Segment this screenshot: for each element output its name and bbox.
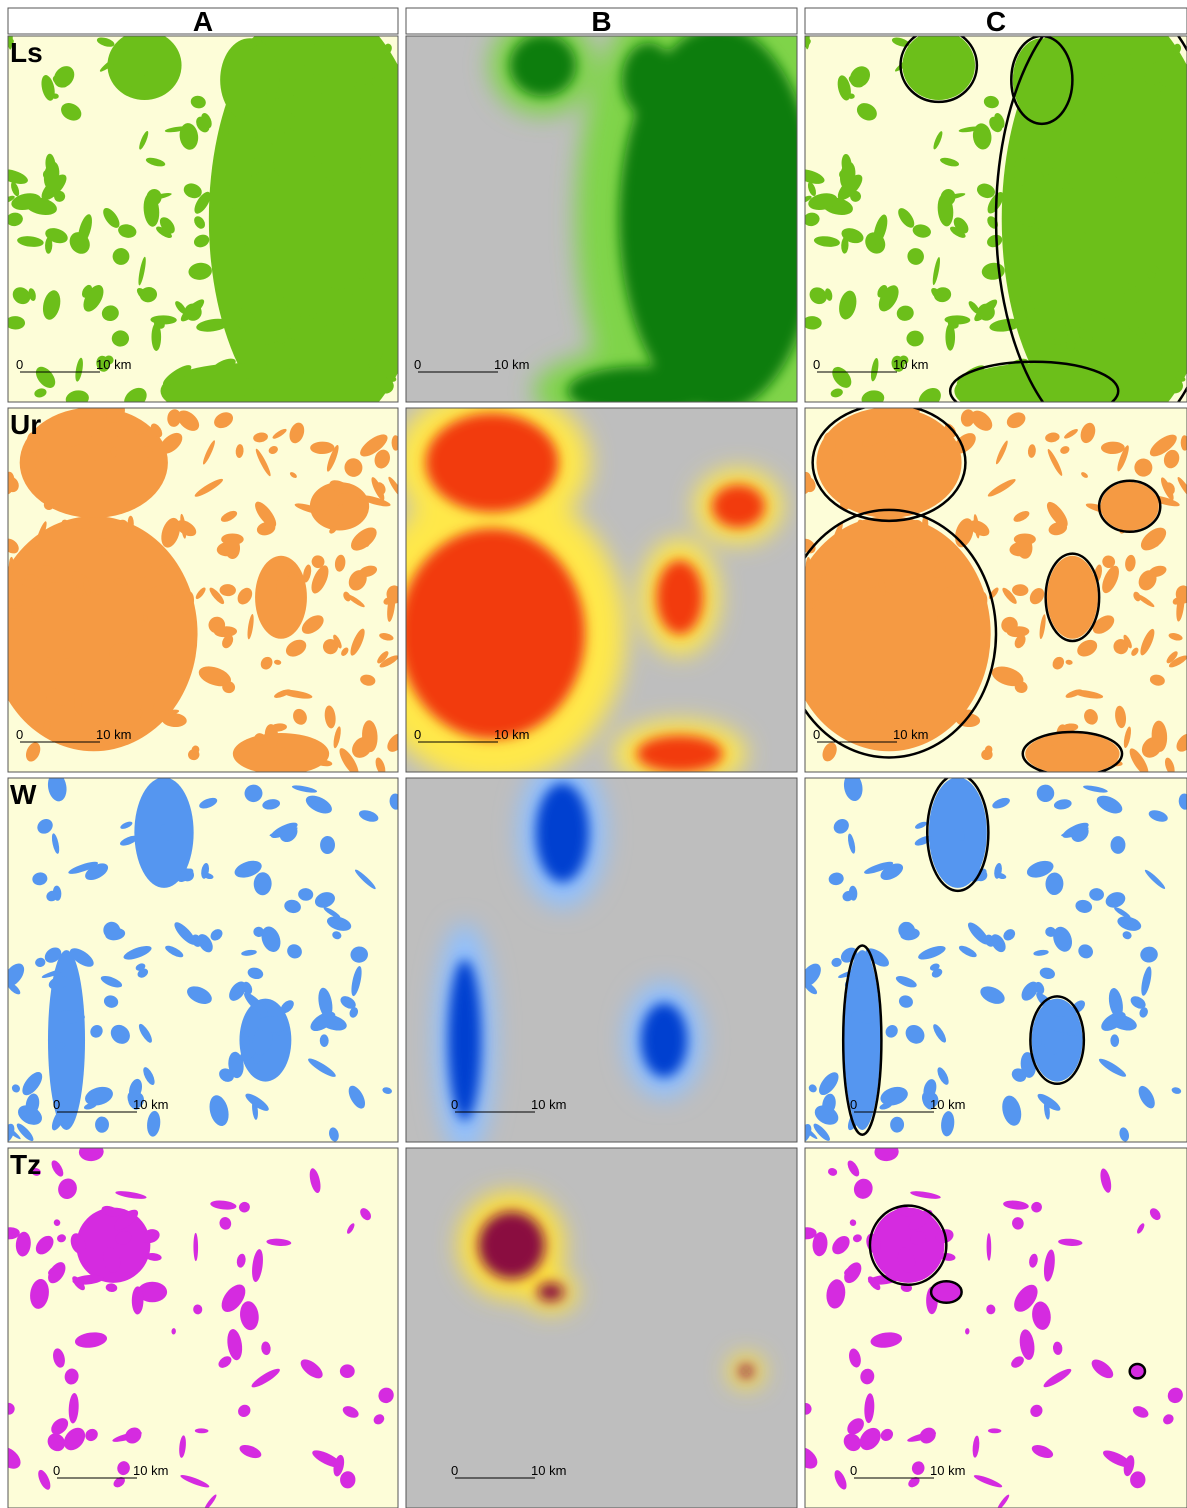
map-panel (0, 771, 403, 1145)
scale-bar-start: 0 (451, 1463, 458, 1478)
column-header: C (986, 6, 1006, 37)
density-core-blob (712, 485, 765, 528)
scale-bar-start: 0 (53, 1097, 60, 1112)
scale-bar-end: 10 km (133, 1097, 168, 1112)
density-core-blob (510, 34, 576, 96)
column-header: B (591, 6, 611, 37)
scale-bar-end: 10 km (930, 1463, 965, 1478)
map-background (805, 1148, 1187, 1508)
density-core-blob (656, 560, 703, 634)
map-panel (792, 771, 1187, 1144)
scale-bar-start: 0 (53, 1463, 60, 1478)
map-panel (0, 3, 431, 434)
map-background (406, 1148, 797, 1508)
map-background (8, 1148, 398, 1508)
land-cover-region (340, 1364, 355, 1378)
map-panel (794, 0, 1187, 446)
scale-bar-end: 10 km (893, 357, 928, 372)
density-core-blob (636, 735, 722, 772)
land-cover-region (220, 38, 279, 121)
scale-bar-start: 0 (850, 1097, 857, 1112)
density-core-blob (740, 1365, 753, 1377)
density-core-blob (478, 1212, 544, 1279)
scale-bar-end: 10 km (531, 1097, 566, 1112)
scale-bar-start: 0 (813, 357, 820, 372)
row-label: W (10, 779, 37, 810)
scale-bar-end: 10 km (494, 357, 529, 372)
map-panel (782, 400, 1187, 778)
scale-bar-start: 0 (414, 727, 421, 742)
scale-bar-end: 10 km (96, 357, 131, 372)
density-core-blob (641, 1003, 688, 1077)
density-core-blob (399, 528, 585, 738)
scale-bar-end: 10 km (494, 727, 529, 742)
land-cover-patch (906, 447, 912, 458)
map-panel (0, 399, 408, 778)
land-cover-patch (151, 323, 161, 351)
scale-bar-start: 0 (16, 727, 23, 742)
column-header: A (193, 6, 213, 37)
density-core-blob (537, 1283, 564, 1301)
scale-bar-start: 0 (850, 1463, 857, 1478)
scale-bar-start: 0 (16, 357, 23, 372)
map-panel (0, 1142, 398, 1508)
density-core-blob (536, 783, 589, 882)
land-cover-patch (945, 323, 955, 351)
scale-bar-end: 10 km (133, 1463, 168, 1478)
land-cover-region (1013, 38, 1071, 121)
density-core-blob (426, 413, 559, 512)
scale-bar-start: 0 (813, 727, 820, 742)
row-label: Tz (10, 1149, 41, 1180)
map-panel (789, 1142, 1187, 1508)
scale-bar-end: 10 km (96, 727, 131, 742)
figure: A B C 0 10 km Ls 0 10 km 0 10 km 0 10 km Ur 0 10 km 0 10… (0, 0, 1187, 1508)
scale-bar-end: 10 km (893, 727, 928, 742)
scale-bar-end: 10 km (531, 1463, 566, 1478)
scale-bar-start: 0 (451, 1097, 458, 1112)
row-label: Ls (10, 37, 43, 68)
scale-bar-end: 10 km (930, 1097, 965, 1112)
scale-bar-start: 0 (414, 357, 421, 372)
row-label: Ur (10, 409, 41, 440)
map-panel (358, 388, 797, 787)
density-core-blob (622, 43, 675, 118)
map-panel (406, 758, 797, 1157)
map-panel (406, 1148, 797, 1508)
